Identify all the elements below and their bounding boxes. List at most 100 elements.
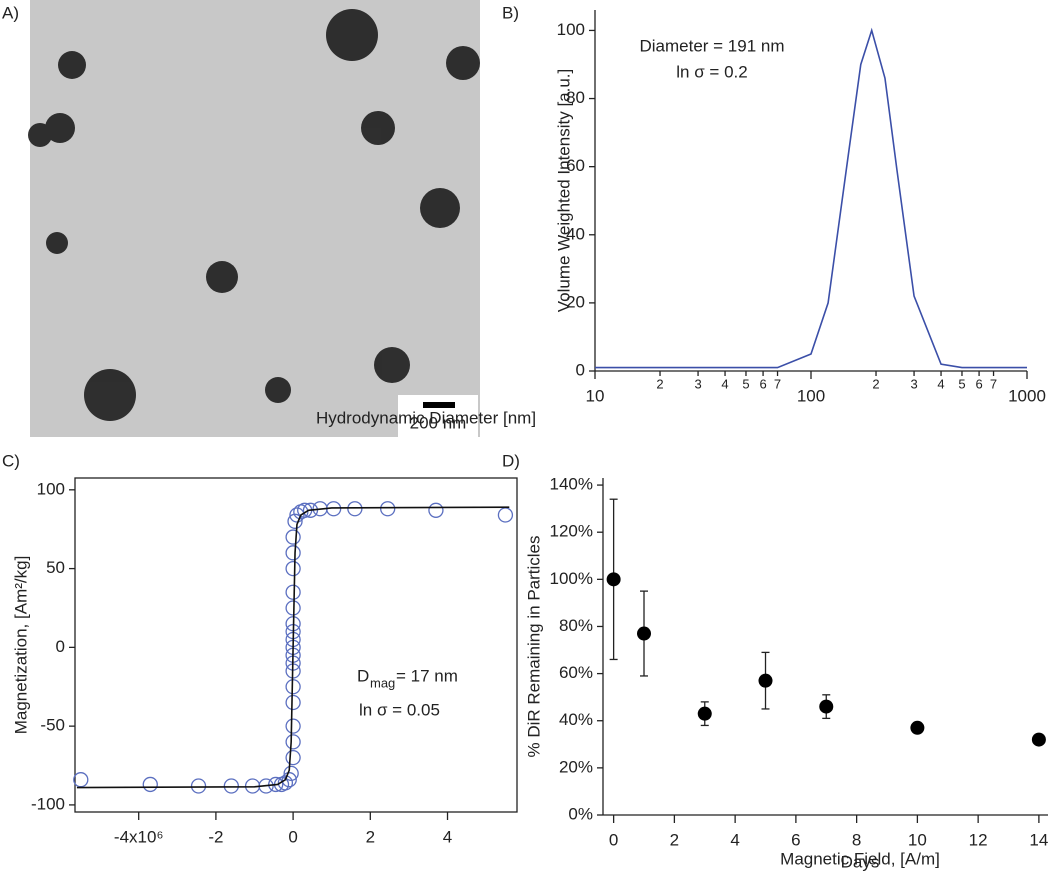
y-tick-label: 20	[566, 292, 585, 311]
annotation: ln σ = 0.2	[676, 62, 747, 81]
scale-label: 200 nm	[410, 413, 467, 432]
y-tick-label: 80%	[559, 616, 593, 635]
y-axis-label: Volume Weighted Intensity [a.u.]	[554, 69, 573, 313]
y-tick-label: 100	[557, 20, 585, 39]
panel-label: A)	[2, 3, 19, 22]
x-axis-label: Days	[841, 852, 880, 871]
tem-image: 200 nm	[28, 0, 480, 437]
data-point	[758, 673, 773, 688]
data-point	[285, 694, 301, 711]
x-tick-label: 2	[656, 376, 663, 391]
annotation: mag	[370, 675, 395, 690]
x-axis-label: Hydrodynamic Diameter [nm]	[316, 408, 536, 427]
x-tick-label: 1000	[1008, 386, 1046, 405]
x-tick-label: -4x10⁶	[114, 827, 164, 846]
y-tick-label: 80	[566, 88, 585, 107]
data-point	[285, 749, 301, 766]
y-tick-label: 0	[576, 360, 585, 379]
data-point	[606, 572, 621, 587]
data-point	[910, 720, 925, 735]
data-point	[289, 507, 305, 523]
panel-label: B)	[502, 3, 519, 22]
data-point	[281, 772, 297, 788]
y-tick-label: 60	[566, 156, 585, 175]
data-point	[285, 529, 301, 545]
x-tick-label: 7	[990, 376, 997, 391]
data-point	[819, 699, 834, 714]
x-tick-label: 10	[908, 830, 927, 849]
y-tick-label: 140%	[550, 475, 593, 494]
annotation: D	[357, 666, 369, 685]
x-tick-label: 7	[774, 376, 781, 391]
y-tick-label: 40	[566, 224, 585, 243]
x-tick-label: 3	[910, 376, 917, 391]
data-point	[302, 502, 319, 518]
data-point	[293, 504, 309, 520]
annotation: Diameter = 191 nm	[639, 36, 784, 55]
x-tick-label: 5	[742, 376, 749, 391]
data-point	[285, 734, 301, 750]
y-tick-label: 100	[37, 479, 65, 498]
y-tick-label: 40%	[559, 710, 593, 729]
y-tick-label: -100	[31, 794, 65, 813]
data-point	[285, 560, 301, 577]
x-tick-label: 4	[443, 827, 452, 846]
x-tick-label: 10	[586, 386, 605, 405]
x-tick-label: 0	[609, 830, 618, 849]
x-tick-label: -2	[208, 827, 223, 846]
plot-frame	[74, 477, 518, 813]
series-line	[76, 506, 510, 789]
x-tick-label: 12	[969, 830, 988, 849]
x-tick-label: 14	[1029, 830, 1048, 849]
x-tick-label: 100	[797, 386, 825, 405]
x-tick-label: 2	[366, 827, 375, 846]
x-axis-label: Magnetic Field, [A/m]	[780, 849, 940, 868]
scale-bar	[423, 402, 455, 408]
data-point	[223, 778, 239, 794]
x-tick-label: 2	[670, 830, 679, 849]
x-tick-label: 0	[288, 827, 297, 846]
series-line	[595, 27, 1027, 369]
data-point	[697, 706, 712, 721]
x-tick-label: 4	[721, 376, 728, 391]
data-point	[637, 626, 652, 641]
data-point	[497, 507, 514, 523]
x-tick-label: 2	[872, 376, 879, 391]
y-tick-label: 50	[46, 558, 65, 577]
x-tick-label: 5	[958, 376, 965, 391]
data-point	[380, 501, 396, 517]
data-point	[283, 765, 299, 782]
data-point	[1031, 732, 1046, 747]
data-point	[287, 513, 303, 529]
data-point	[285, 545, 301, 561]
y-tick-label: 60%	[559, 663, 593, 682]
x-tick-label: 8	[852, 830, 861, 849]
data-point	[285, 584, 301, 600]
y-tick-label: -50	[40, 716, 65, 735]
y-axis-label: Magnetization, [Am²/kg]	[11, 556, 30, 735]
data-point	[285, 718, 301, 734]
x-tick-label: 6	[975, 376, 982, 391]
x-tick-label: 3	[694, 376, 701, 391]
data-point	[347, 501, 363, 517]
annotation: = 17 nm	[396, 666, 458, 685]
x-tick-label: 6	[791, 830, 800, 849]
data-point	[190, 778, 207, 794]
panel-label: D)	[502, 451, 520, 470]
data-point	[428, 502, 444, 518]
image-background	[30, 0, 480, 437]
x-tick-label: 4	[730, 830, 739, 849]
y-axis-label: % DiR Remaining in Particles	[524, 535, 543, 757]
y-tick-label: 120%	[550, 522, 593, 541]
panel-label: C)	[2, 451, 20, 470]
data-point	[142, 776, 158, 793]
y-tick-label: 0	[56, 637, 65, 656]
x-tick-label: 6	[759, 376, 766, 391]
y-tick-label: 100%	[550, 569, 593, 588]
annotation: ln σ = 0.05	[359, 700, 440, 719]
x-tick-label: 4	[937, 376, 944, 391]
y-tick-label: 0%	[568, 804, 593, 823]
particles	[28, 9, 480, 421]
y-tick-label: 20%	[559, 757, 593, 776]
